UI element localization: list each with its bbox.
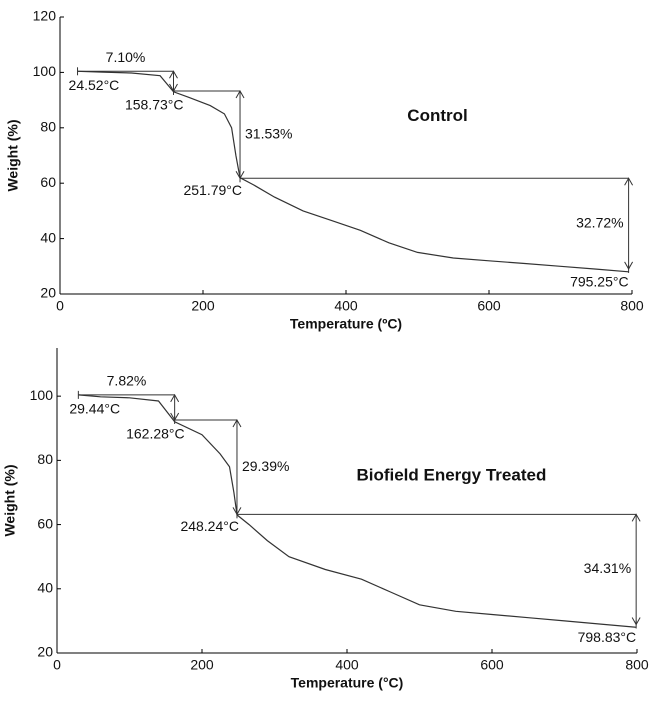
event-label: 24.52°C [69, 77, 120, 93]
x-tick-label: 200 [190, 657, 214, 673]
loss-label: 7.10% [106, 49, 146, 65]
y-tick-label: 80 [40, 119, 56, 135]
x-tick-label: 600 [480, 657, 504, 673]
chart-title: Control [407, 106, 467, 125]
x-tick-label: 400 [335, 657, 359, 673]
y-tick-label: 20 [37, 644, 53, 660]
x-axis-label: Temperature (°C) [291, 675, 404, 691]
weight-curve [77, 70, 629, 273]
event-label: 248.24°C [180, 518, 239, 534]
event-label: 158.73°C [125, 97, 184, 113]
x-tick-label: 0 [53, 657, 61, 673]
x-tick-label: 200 [191, 298, 215, 314]
event-label: 162.28°C [126, 426, 185, 442]
x-tick-label: 800 [620, 298, 644, 314]
y-axis-label: Weight (%) [5, 119, 21, 191]
x-tick-label: 0 [56, 298, 64, 314]
event-label: 795.25°C [570, 274, 629, 290]
x-tick-label: 400 [334, 298, 358, 314]
y-tick-label: 100 [30, 387, 54, 403]
x-tick-label: 800 [625, 657, 649, 673]
y-tick-label: 60 [40, 174, 56, 190]
event-label: 798.83°C [578, 629, 637, 645]
event-label: 29.44°C [69, 401, 120, 417]
y-tick-label: 120 [33, 8, 57, 24]
loss-label: 32.72% [576, 214, 623, 230]
y-axis-label: Weight (%) [2, 464, 18, 536]
y-tick-label: 100 [33, 63, 57, 79]
chart-title: Biofield Energy Treated [356, 466, 546, 485]
x-axis-label: Temperature (ºC) [290, 316, 402, 332]
y-tick-label: 40 [40, 229, 56, 245]
loss-label: 31.53% [245, 125, 292, 141]
event-label: 251.79°C [183, 182, 242, 198]
loss-label: 7.82% [107, 373, 147, 389]
loss-label: 29.39% [242, 458, 289, 474]
y-tick-label: 20 [40, 285, 56, 301]
y-tick-label: 60 [37, 515, 53, 531]
weight-curve [78, 394, 637, 628]
y-tick-label: 40 [37, 579, 53, 595]
loss-label: 34.31% [584, 560, 631, 576]
x-tick-label: 600 [477, 298, 501, 314]
y-tick-label: 80 [37, 451, 53, 467]
